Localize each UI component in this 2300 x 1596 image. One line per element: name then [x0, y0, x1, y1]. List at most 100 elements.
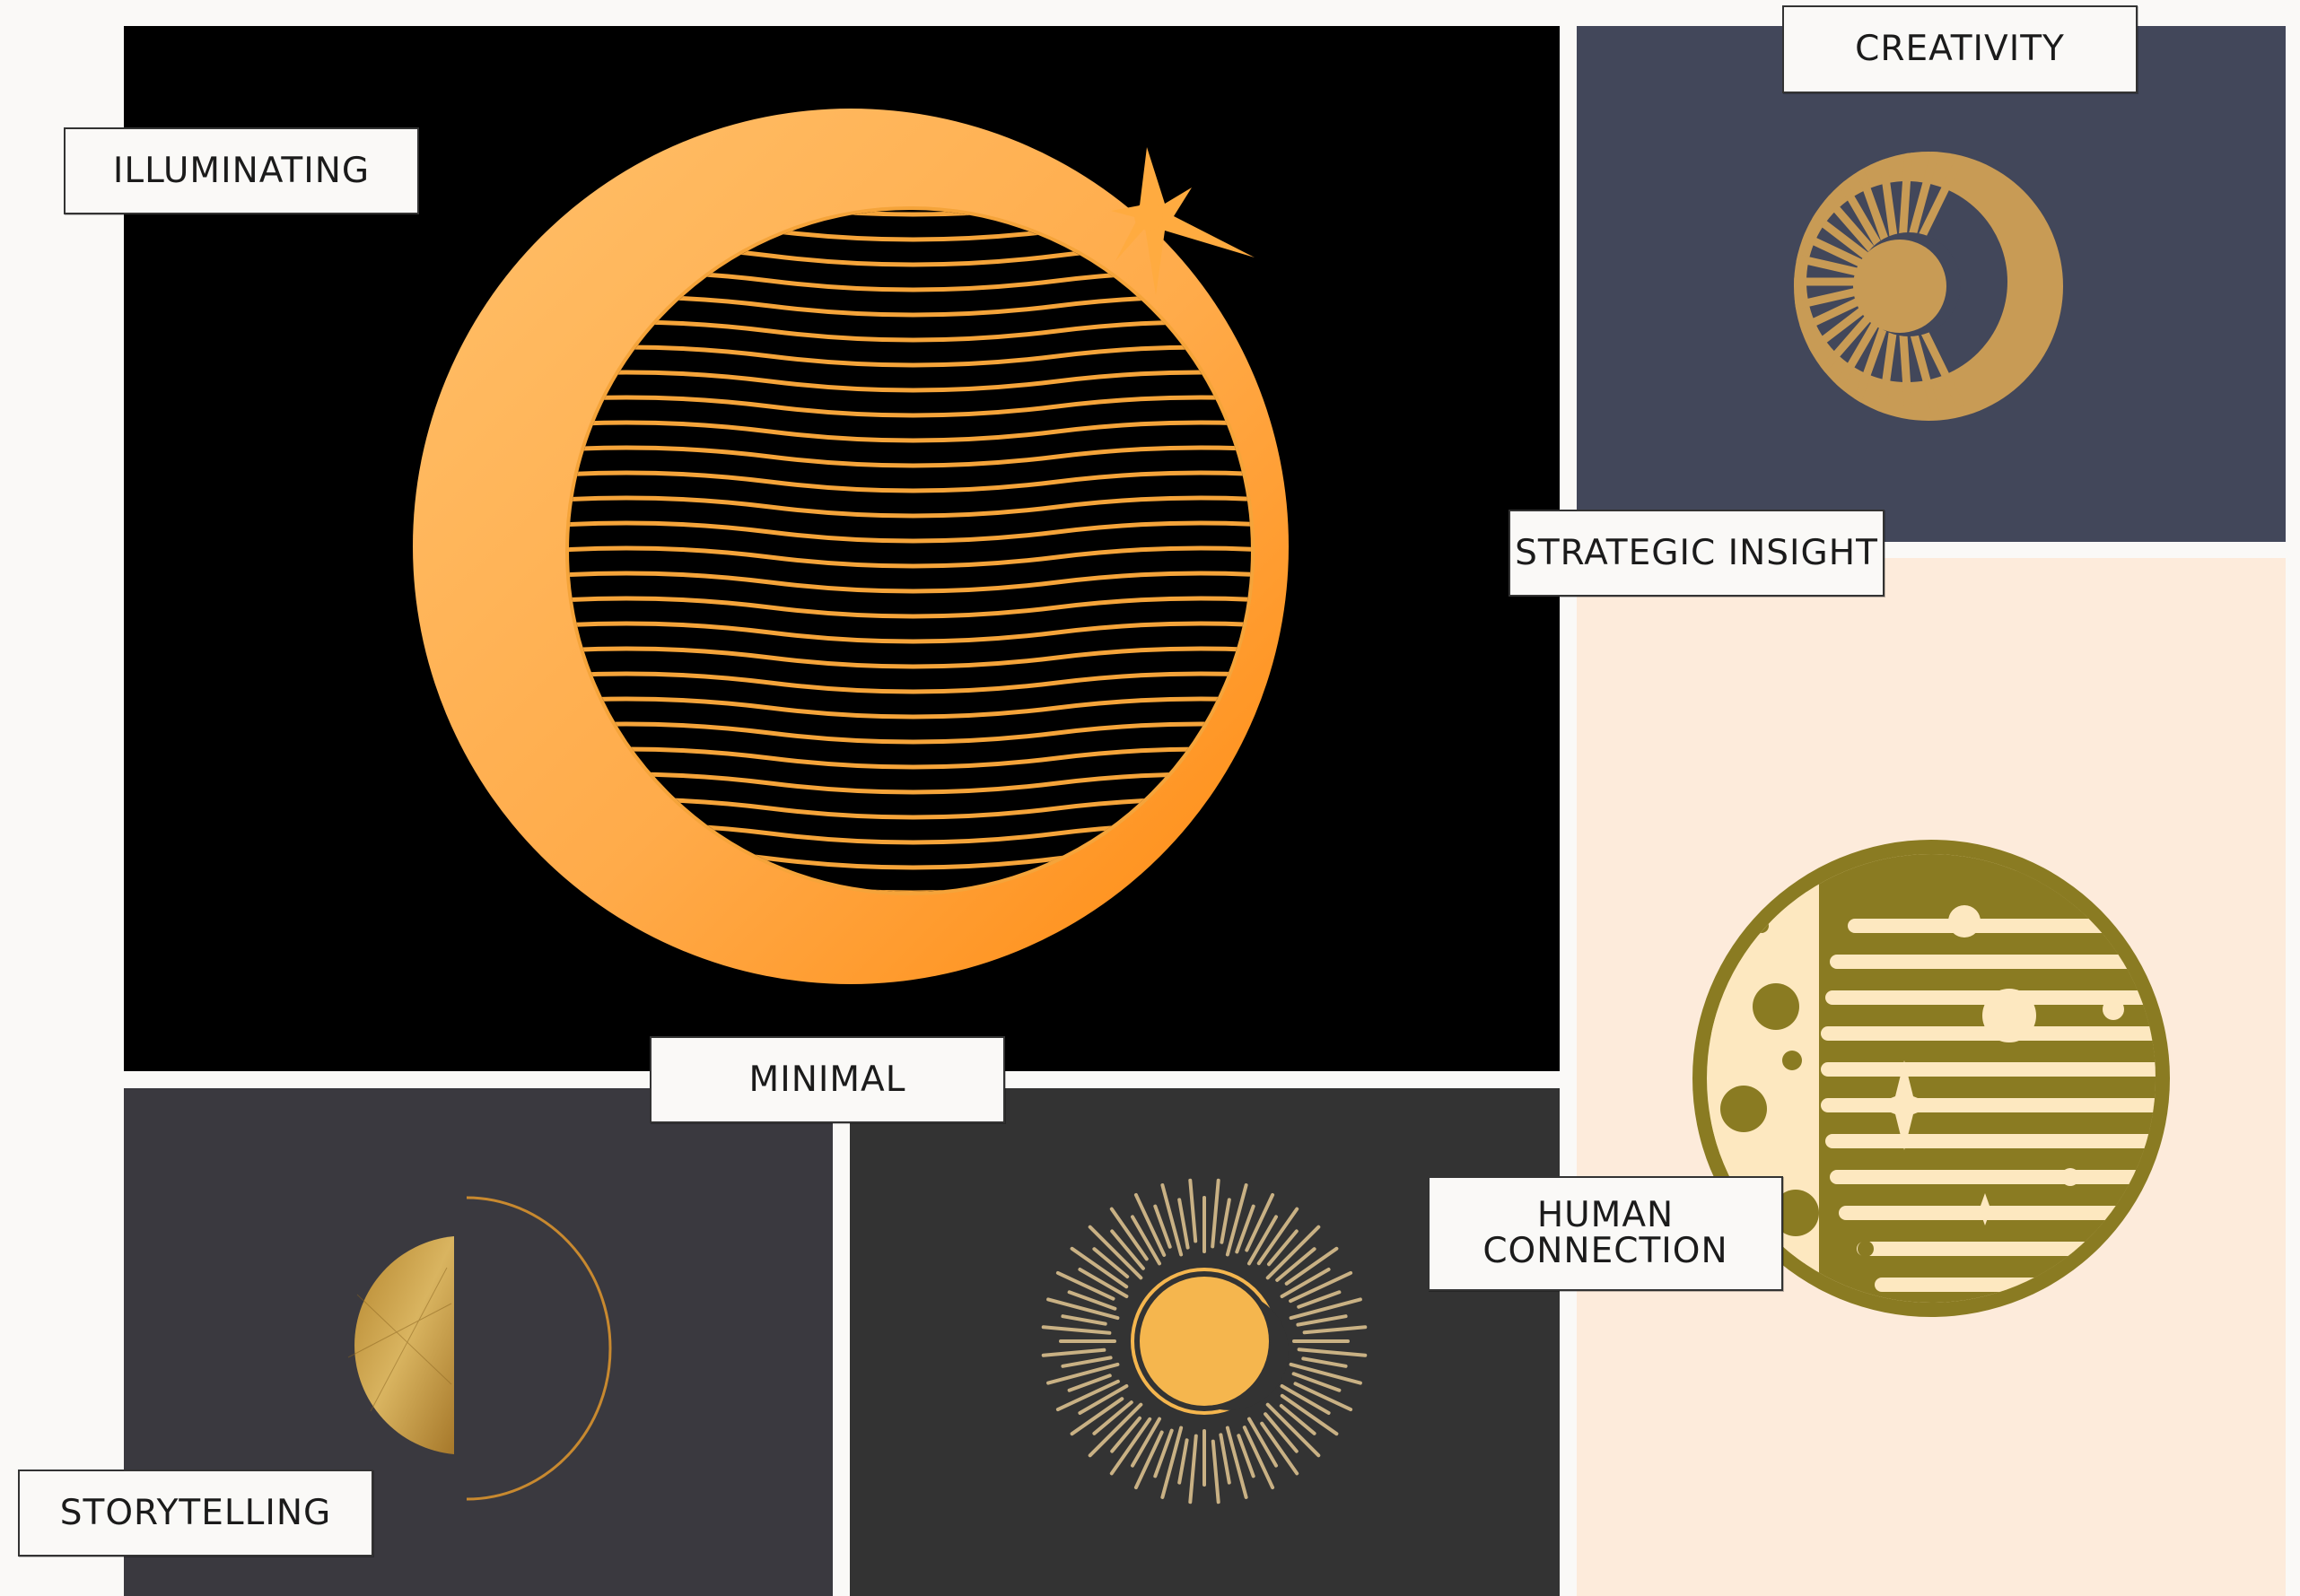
ray-line	[1131, 1215, 1161, 1266]
ray-line	[1296, 1314, 1348, 1327]
panel-moon-olive	[1577, 558, 2286, 1596]
ray-line	[1041, 1325, 1112, 1335]
ray-line	[1297, 1290, 1342, 1309]
ray-line	[1078, 1268, 1129, 1298]
panel-crescent-orange	[124, 26, 1560, 1071]
ray-line	[1280, 1268, 1331, 1298]
half-moon-graphic	[347, 1196, 612, 1501]
ray-line	[1133, 1192, 1167, 1257]
ray-line	[1260, 1421, 1299, 1476]
ray-line	[1109, 1417, 1152, 1476]
ray-line	[1265, 1402, 1321, 1458]
ray-line	[1055, 1379, 1120, 1412]
label-storytelling-text: STORYTELLING	[59, 1492, 332, 1533]
ray-line	[1153, 1428, 1174, 1478]
ray-line	[1289, 1362, 1362, 1385]
sunburst-moon-graphic	[1794, 152, 2063, 421]
ray-line	[1302, 1325, 1368, 1335]
ray-line	[1092, 1400, 1133, 1435]
ray-line	[1110, 1416, 1141, 1453]
ray-line	[1220, 1198, 1231, 1244]
ray-line	[1264, 1412, 1299, 1453]
label-human-connection-line1: HUMAN	[1536, 1195, 1675, 1236]
ray-line	[1219, 1433, 1231, 1485]
label-minimal-text: MINIMAL	[748, 1059, 906, 1100]
ray-line	[1133, 1430, 1164, 1490]
ray-line	[1188, 1178, 1198, 1243]
ray-line	[1242, 1426, 1275, 1490]
panel-crescent-rays	[850, 1088, 1560, 1596]
label-human-connection: HUMAN CONNECTION	[1428, 1176, 1783, 1291]
ray-line	[1293, 1382, 1353, 1412]
label-minimal: MINIMAL	[650, 1036, 1005, 1123]
label-creativity: CREATIVITY	[1782, 5, 2138, 93]
ray-line	[1245, 1192, 1275, 1252]
ray-line	[1046, 1362, 1120, 1385]
ray-line	[1247, 1417, 1278, 1468]
panel-moon-sunburst	[1577, 26, 2286, 542]
ray-line	[1160, 1183, 1184, 1257]
label-storytelling: STORYTELLING	[18, 1470, 373, 1557]
ray-line	[1289, 1270, 1353, 1304]
label-human-connection-line2: CONNECTION	[1482, 1231, 1728, 1271]
ray-line	[1109, 1207, 1149, 1261]
moon-outline	[565, 206, 1255, 895]
crescent-shadow	[1207, 1296, 1289, 1410]
label-strategic-insight-text: STRATEGIC INSIGHT	[1515, 532, 1878, 573]
ray-line	[1067, 1290, 1117, 1311]
ray-line	[1280, 1384, 1331, 1415]
ray-line	[1088, 1225, 1143, 1280]
ray-line	[1188, 1434, 1198, 1504]
ray-line	[1280, 1393, 1339, 1436]
ray-line	[1279, 1404, 1316, 1435]
label-strategic-insight: STRATEGIC INSIGHT	[1509, 510, 1885, 597]
ray-line	[1153, 1204, 1172, 1249]
moon-disc	[1140, 1277, 1269, 1406]
ray-line	[1247, 1215, 1278, 1266]
ray-line	[1046, 1297, 1120, 1321]
ray-line	[1301, 1356, 1348, 1368]
ray-line	[1289, 1297, 1362, 1321]
ray-line	[1061, 1356, 1113, 1368]
ray-line	[1256, 1207, 1299, 1266]
half-moon-shape	[354, 1236, 454, 1454]
ray-lines	[1041, 1178, 1368, 1504]
ray-line	[1092, 1247, 1130, 1278]
ray-line	[1131, 1417, 1161, 1468]
olive-moon-graphic	[1692, 840, 2170, 1317]
orbit-arc	[466, 1196, 612, 1501]
ray-line	[1041, 1347, 1106, 1357]
rays-crescent-graphic	[1041, 1178, 1368, 1504]
ray-line	[1235, 1204, 1255, 1254]
ray-line	[1088, 1402, 1143, 1458]
ray-line	[1211, 1178, 1220, 1249]
ray-line	[1267, 1229, 1299, 1267]
ray-line	[1291, 1372, 1342, 1392]
ray-line	[1275, 1247, 1316, 1282]
ray-line	[1225, 1183, 1248, 1257]
ray-line	[1061, 1314, 1107, 1326]
label-illuminating-text: ILLUMINATING	[112, 150, 371, 191]
ray-line	[1237, 1434, 1255, 1478]
ray-line	[1070, 1246, 1129, 1289]
label-creativity-text: CREATIVITY	[1855, 29, 2065, 70]
ray-line	[1160, 1426, 1184, 1499]
crescent-moon-graphic	[413, 109, 1289, 984]
ray-line	[1265, 1225, 1321, 1280]
ray-line	[1078, 1384, 1129, 1415]
ray-line	[1067, 1374, 1112, 1392]
ray-line	[1297, 1347, 1368, 1357]
moon-core	[1853, 240, 1946, 333]
sparkle-star-icon	[1873, 1060, 2000, 1225]
label-illuminating: ILLUMINATING	[64, 127, 419, 214]
ray-line	[1177, 1438, 1189, 1485]
ray-line	[1055, 1270, 1115, 1301]
ray-line	[1070, 1397, 1124, 1436]
ray-line	[1110, 1229, 1145, 1270]
ray-line	[1211, 1439, 1220, 1504]
ray-line	[1284, 1246, 1339, 1286]
ray-line	[1225, 1426, 1248, 1499]
ray-line	[1177, 1198, 1190, 1250]
sparkle-star-icon	[1111, 147, 1255, 295]
